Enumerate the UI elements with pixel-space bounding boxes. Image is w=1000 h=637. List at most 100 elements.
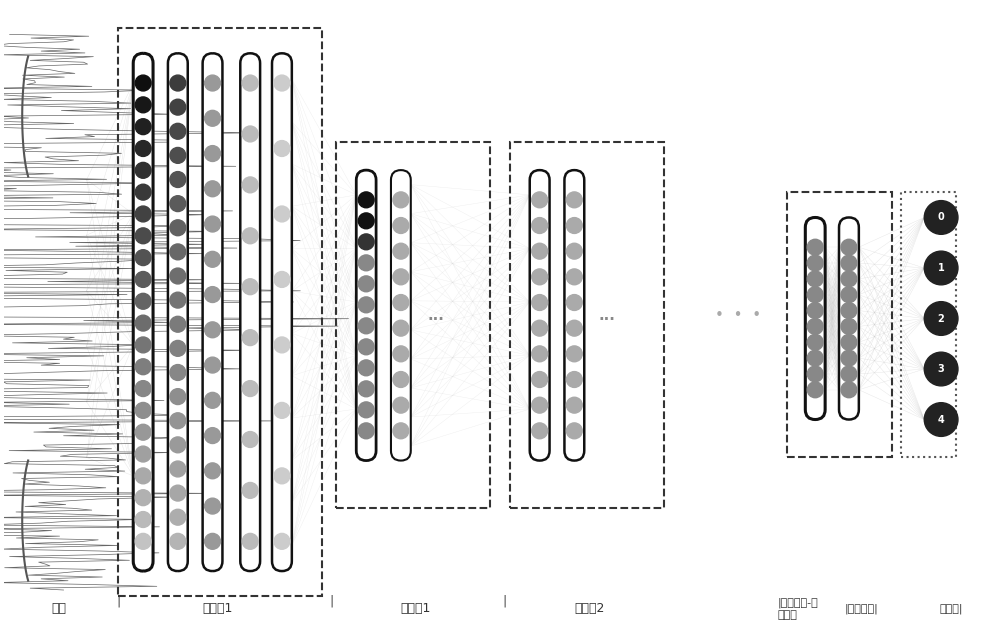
Circle shape <box>393 243 409 259</box>
Circle shape <box>841 318 857 334</box>
Text: 卷积层2: 卷积层2 <box>574 603 604 615</box>
Text: 1: 1 <box>938 263 944 273</box>
FancyBboxPatch shape <box>564 170 584 461</box>
Circle shape <box>170 148 186 163</box>
FancyBboxPatch shape <box>839 217 859 420</box>
Circle shape <box>135 381 151 396</box>
Circle shape <box>135 250 151 266</box>
Circle shape <box>135 468 151 483</box>
Circle shape <box>532 346 548 362</box>
Circle shape <box>566 218 582 233</box>
Circle shape <box>242 330 258 346</box>
Circle shape <box>807 240 823 255</box>
Circle shape <box>807 303 823 318</box>
Circle shape <box>393 346 409 362</box>
Circle shape <box>807 255 823 271</box>
Circle shape <box>274 206 290 222</box>
Circle shape <box>532 397 548 413</box>
Circle shape <box>841 287 857 303</box>
Circle shape <box>242 75 258 91</box>
Circle shape <box>242 279 258 295</box>
Circle shape <box>393 269 409 285</box>
Circle shape <box>170 99 186 115</box>
Circle shape <box>841 240 857 255</box>
Circle shape <box>205 427 220 443</box>
Circle shape <box>358 318 374 334</box>
Text: 2: 2 <box>938 313 944 324</box>
Circle shape <box>532 294 548 310</box>
Circle shape <box>566 423 582 439</box>
Circle shape <box>135 118 151 134</box>
Text: •  •  •: • • • <box>715 308 761 323</box>
Circle shape <box>532 192 548 208</box>
Circle shape <box>393 423 409 439</box>
FancyBboxPatch shape <box>168 54 188 571</box>
Circle shape <box>358 381 374 397</box>
Circle shape <box>135 533 151 549</box>
Circle shape <box>566 294 582 310</box>
Circle shape <box>170 268 186 284</box>
Text: 卷积层1: 卷积层1 <box>202 603 233 615</box>
Text: 输入: 输入 <box>51 603 66 615</box>
Circle shape <box>242 533 258 549</box>
Circle shape <box>566 346 582 362</box>
Circle shape <box>135 403 151 419</box>
Circle shape <box>170 461 186 477</box>
FancyBboxPatch shape <box>133 54 153 571</box>
Circle shape <box>170 485 186 501</box>
Circle shape <box>924 352 958 386</box>
Text: 0: 0 <box>938 213 944 222</box>
FancyBboxPatch shape <box>272 54 292 571</box>
Circle shape <box>274 403 290 419</box>
Circle shape <box>170 510 186 525</box>
Circle shape <box>135 294 151 309</box>
Circle shape <box>135 141 151 157</box>
Circle shape <box>170 75 186 91</box>
Circle shape <box>170 533 186 549</box>
Circle shape <box>170 340 186 356</box>
Circle shape <box>242 381 258 396</box>
Circle shape <box>205 110 220 126</box>
Text: ...: ... <box>599 308 615 323</box>
Circle shape <box>205 463 220 479</box>
Circle shape <box>532 423 548 439</box>
Text: |: | <box>116 595 120 608</box>
Circle shape <box>135 446 151 462</box>
Circle shape <box>807 318 823 334</box>
Text: |: | <box>329 595 334 608</box>
Circle shape <box>566 192 582 208</box>
Text: 3: 3 <box>938 364 944 374</box>
Circle shape <box>274 468 290 483</box>
Circle shape <box>358 234 374 250</box>
Circle shape <box>205 181 220 197</box>
Circle shape <box>205 533 220 549</box>
Circle shape <box>924 302 958 335</box>
Circle shape <box>205 322 220 338</box>
Circle shape <box>841 350 857 366</box>
Circle shape <box>135 162 151 178</box>
Circle shape <box>170 244 186 260</box>
Circle shape <box>135 424 151 440</box>
Text: |多重卷积-池
化结构: |多重卷积-池 化结构 <box>778 598 818 620</box>
Circle shape <box>532 269 548 285</box>
Circle shape <box>135 359 151 375</box>
Circle shape <box>566 371 582 387</box>
Circle shape <box>274 533 290 549</box>
FancyBboxPatch shape <box>805 217 825 420</box>
FancyBboxPatch shape <box>240 54 260 571</box>
Circle shape <box>841 255 857 271</box>
Circle shape <box>170 220 186 236</box>
Circle shape <box>205 287 220 303</box>
Circle shape <box>205 75 220 91</box>
Circle shape <box>170 124 186 140</box>
Circle shape <box>393 397 409 413</box>
Circle shape <box>242 126 258 142</box>
Circle shape <box>358 213 374 229</box>
FancyBboxPatch shape <box>203 54 222 571</box>
Circle shape <box>358 192 374 208</box>
Circle shape <box>170 196 186 211</box>
Circle shape <box>841 366 857 382</box>
Circle shape <box>532 320 548 336</box>
Circle shape <box>205 216 220 232</box>
Circle shape <box>807 382 823 397</box>
